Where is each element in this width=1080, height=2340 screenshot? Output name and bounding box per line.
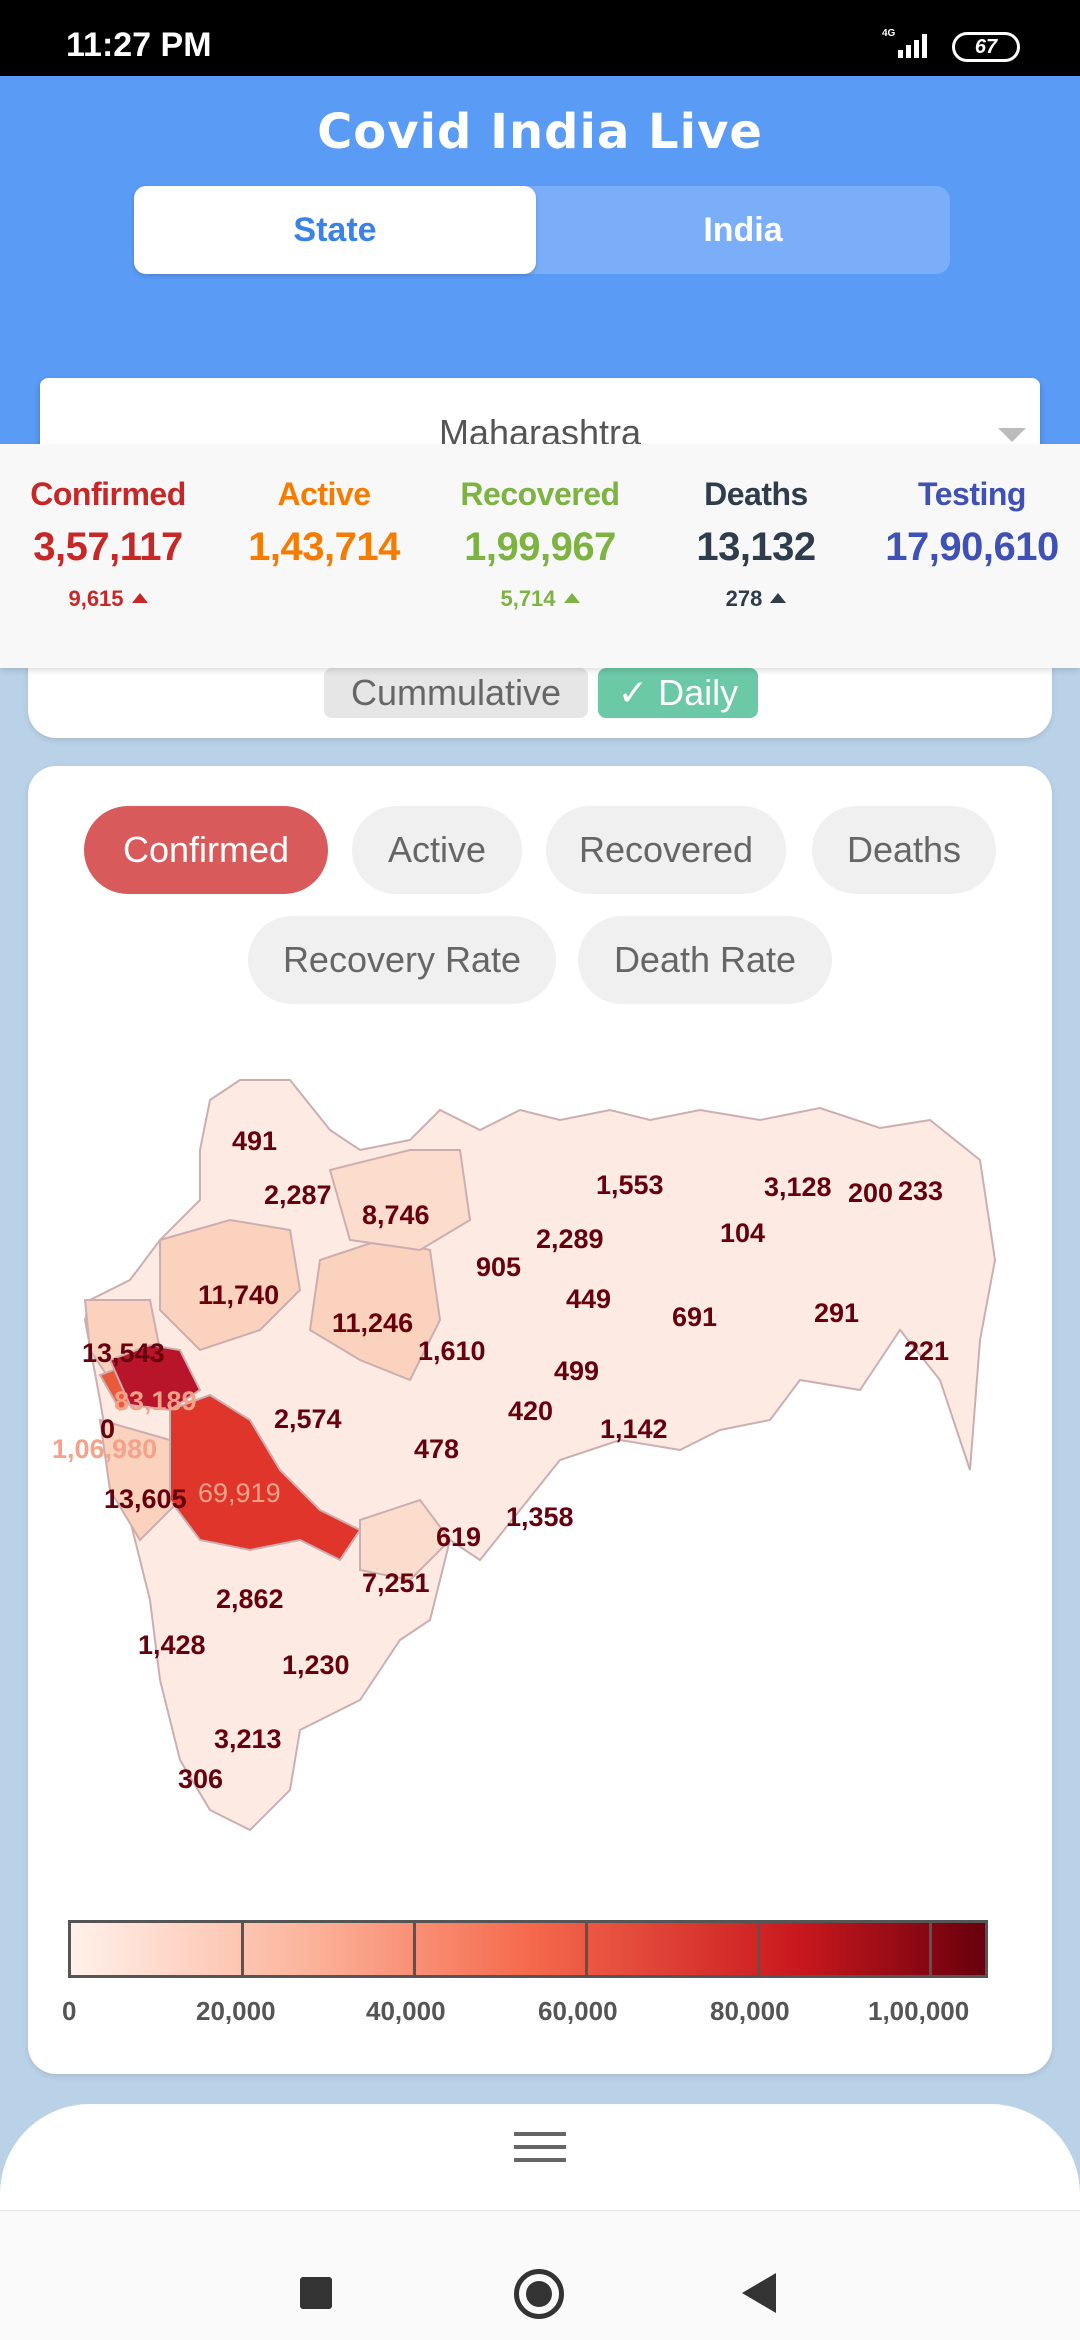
chip-deaths[interactable]: Deaths (812, 806, 996, 894)
stat-value: 1,43,714 (248, 525, 400, 569)
stat-testing: Testing 17,90,610 (864, 476, 1080, 570)
stat-value: 17,90,610 (885, 525, 1059, 569)
district-shade (159, 1218, 302, 1352)
stat-delta: 278 (648, 586, 864, 612)
check-icon: ✓ (617, 672, 649, 713)
system-nav-bar (0, 2210, 1080, 2340)
district-shade (169, 1393, 362, 1562)
home-icon[interactable] (514, 2269, 564, 2319)
district-shade (98, 1418, 182, 1542)
stat-confirmed: Confirmed 3,57,117 9,615 (0, 476, 216, 612)
chip-death-rate[interactable]: Death Rate (578, 916, 832, 1004)
chip-active[interactable]: Active (352, 806, 522, 894)
district-shade (359, 1498, 452, 1582)
signal-icon: 4G (882, 28, 927, 58)
district-shade (108, 1343, 202, 1412)
tab-state[interactable]: State (134, 186, 536, 274)
battery-indicator: 67 (952, 32, 1020, 62)
arrow-up-icon (563, 593, 580, 603)
stat-label: Confirmed (30, 476, 186, 512)
stat-deaths: Deaths 13,132 278 (648, 476, 864, 612)
chip-recovered[interactable]: Recovered (546, 806, 786, 894)
stat-value: 13,132 (696, 525, 816, 569)
app-title: Covid India Live (317, 104, 763, 160)
stat-label: Active (277, 476, 371, 512)
stat-label: Recovered (460, 476, 620, 512)
daily-button[interactable]: ✓ Daily (598, 668, 758, 718)
stat-delta: 5,714 (432, 586, 648, 612)
legend-tick: 40,000 (366, 1996, 446, 2026)
stat-value: 1,99,967 (464, 525, 616, 569)
legend-tick: 60,000 (538, 1996, 618, 2026)
district-map[interactable] (0, 0, 1080, 1880)
chevron-down-icon (998, 428, 1026, 442)
legend-tick: 0 (62, 1996, 77, 2026)
stats-summary: Confirmed 3,57,117 9,615 Active 1,43,714… (0, 444, 1080, 668)
tab-india[interactable]: India (703, 211, 783, 249)
legend-tick: 80,000 (710, 1996, 790, 2026)
recents-icon[interactable] (300, 2277, 332, 2309)
stat-recovered: Recovered 1,99,967 5,714 (432, 476, 648, 612)
scope-segmented-control: State India (134, 186, 950, 274)
stat-delta: 9,615 (0, 586, 216, 612)
district-shade (328, 1149, 472, 1252)
network-type: 4G (882, 28, 896, 39)
status-bar: 11:27 PM 4G 67 (0, 0, 1080, 76)
status-time: 11:27 PM (66, 26, 212, 64)
back-icon[interactable] (742, 2273, 776, 2313)
arrow-up-icon (770, 593, 787, 603)
stat-label: Deaths (704, 476, 808, 512)
legend-tick: 20,000 (196, 1996, 276, 2026)
chip-recovery-rate[interactable]: Recovery Rate (248, 916, 556, 1004)
cumulative-button[interactable]: Cummulative (324, 668, 588, 718)
stat-active: Active 1,43,714 (216, 476, 432, 570)
legend-tick: 1,00,000 (868, 1996, 970, 2026)
chip-confirmed[interactable]: Confirmed (84, 806, 328, 894)
arrow-up-icon (131, 593, 148, 603)
stat-value: 3,57,117 (33, 525, 183, 569)
map-legend-scale (68, 1920, 988, 1978)
menu-icon[interactable] (514, 2132, 566, 2171)
stat-label: Testing (918, 476, 1026, 512)
